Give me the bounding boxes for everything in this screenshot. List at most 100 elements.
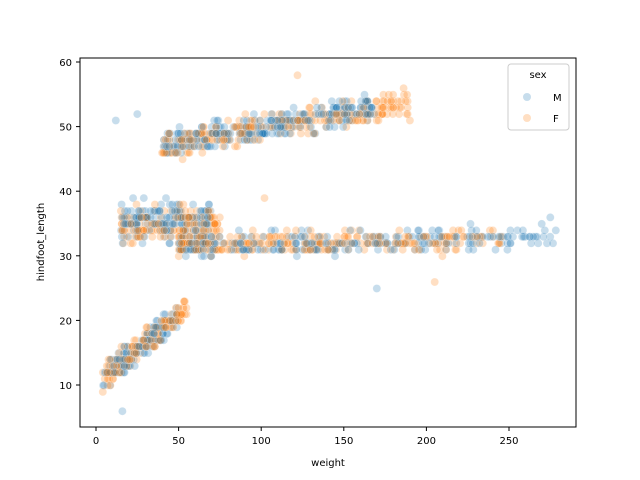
data-point <box>210 245 220 254</box>
data-point <box>323 239 332 248</box>
data-point <box>157 226 167 235</box>
data-point <box>136 213 146 222</box>
data-point <box>376 232 385 242</box>
data-point <box>163 316 173 326</box>
data-point <box>206 206 215 216</box>
data-point <box>444 239 453 248</box>
data-point <box>146 335 155 345</box>
data-point <box>233 122 243 132</box>
data-point <box>126 355 136 364</box>
data-point <box>189 245 199 254</box>
data-point <box>327 109 336 119</box>
data-point <box>130 361 139 371</box>
data-point <box>203 219 212 229</box>
data-point <box>494 239 504 248</box>
data-point <box>236 239 246 248</box>
data-point <box>160 148 170 158</box>
data-point <box>310 129 319 138</box>
data-point <box>208 239 218 248</box>
data-point <box>175 226 184 235</box>
data-point <box>442 232 452 242</box>
data-point <box>177 135 187 145</box>
data-point <box>176 310 186 319</box>
data-point <box>109 361 118 371</box>
data-point <box>194 245 204 254</box>
data-point <box>211 129 221 138</box>
data-point <box>196 142 206 151</box>
data-point <box>156 226 165 235</box>
data-point <box>388 90 398 99</box>
data-point <box>150 335 159 345</box>
data-point <box>142 213 151 222</box>
data-point <box>183 213 193 222</box>
data-point <box>182 135 191 145</box>
data-point <box>142 342 151 351</box>
data-point <box>184 142 194 151</box>
data-point <box>182 219 192 229</box>
data-point <box>317 103 327 112</box>
data-point <box>293 116 302 125</box>
data-point <box>475 239 484 248</box>
data-point <box>357 109 366 119</box>
data-point <box>105 368 115 377</box>
data-point <box>363 239 373 248</box>
data-point <box>222 129 231 138</box>
data-point <box>198 219 207 229</box>
data-point <box>122 213 131 222</box>
data-point <box>120 368 129 377</box>
data-point <box>197 206 206 216</box>
data-point <box>159 135 169 145</box>
data-point <box>160 226 169 235</box>
data-point <box>252 129 261 138</box>
data-point <box>199 245 208 254</box>
data-point <box>368 232 378 242</box>
data-point <box>105 368 114 377</box>
data-point <box>125 355 134 364</box>
data-point <box>156 200 166 209</box>
data-point <box>186 206 196 216</box>
data-point <box>206 251 216 261</box>
data-point <box>362 96 372 106</box>
data-point <box>242 122 252 132</box>
data-point <box>235 239 244 248</box>
data-point <box>135 206 144 216</box>
data-point <box>258 122 268 132</box>
data-point <box>118 355 127 364</box>
data-point <box>275 122 285 132</box>
data-point <box>434 239 443 248</box>
data-point <box>104 355 113 364</box>
data-point <box>168 310 177 319</box>
data-point <box>114 368 123 377</box>
data-point <box>199 206 209 216</box>
data-point <box>154 335 163 345</box>
data-point <box>126 219 135 229</box>
data-point <box>203 213 213 222</box>
data-point <box>506 239 515 248</box>
data-point <box>302 245 312 254</box>
data-point <box>258 129 268 138</box>
data-point <box>119 342 129 351</box>
data-point <box>436 232 445 242</box>
data-point <box>277 245 287 254</box>
data-point <box>438 251 447 261</box>
y-axis-label: hindfoot_length <box>36 203 47 281</box>
data-point <box>168 226 178 235</box>
data-point <box>277 116 287 125</box>
data-point <box>229 245 239 254</box>
data-point <box>178 219 187 229</box>
data-point <box>221 135 231 145</box>
data-point <box>134 226 144 235</box>
data-point <box>173 213 182 222</box>
data-point <box>296 116 306 125</box>
data-point <box>179 239 189 248</box>
data-point <box>449 239 458 248</box>
data-point <box>158 219 168 229</box>
data-point <box>215 245 225 254</box>
data-point <box>206 142 216 151</box>
data-point <box>149 329 158 338</box>
data-point <box>454 226 463 235</box>
data-point <box>180 239 190 248</box>
data-point <box>139 335 148 345</box>
data-point <box>383 239 392 248</box>
data-point <box>123 213 132 222</box>
